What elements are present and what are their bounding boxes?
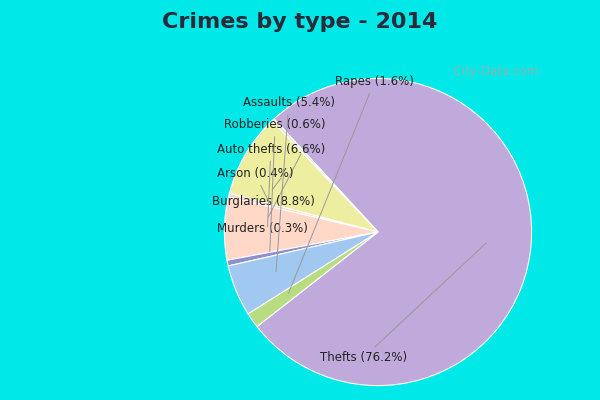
- Text: Robberies (0.6%): Robberies (0.6%): [224, 118, 326, 252]
- Text: Assaults (5.4%): Assaults (5.4%): [243, 96, 335, 272]
- Text: Rapes (1.6%): Rapes (1.6%): [289, 75, 414, 293]
- Wedge shape: [227, 232, 378, 266]
- Text: City-Data.com: City-Data.com: [446, 66, 538, 78]
- Wedge shape: [257, 78, 532, 386]
- Wedge shape: [248, 232, 378, 326]
- Text: Arson (0.4%): Arson (0.4%): [217, 167, 293, 203]
- Text: Crimes by type - 2014: Crimes by type - 2014: [163, 12, 437, 32]
- Text: Thefts (76.2%): Thefts (76.2%): [320, 243, 486, 364]
- Wedge shape: [272, 119, 378, 232]
- Wedge shape: [229, 193, 378, 232]
- Text: Burglaries (8.8%): Burglaries (8.8%): [212, 178, 315, 208]
- Text: Murders (0.3%): Murders (0.3%): [217, 154, 308, 236]
- Wedge shape: [229, 121, 378, 232]
- Text: Auto thefts (6.6%): Auto thefts (6.6%): [217, 142, 325, 227]
- Wedge shape: [228, 232, 378, 314]
- Wedge shape: [224, 197, 378, 260]
